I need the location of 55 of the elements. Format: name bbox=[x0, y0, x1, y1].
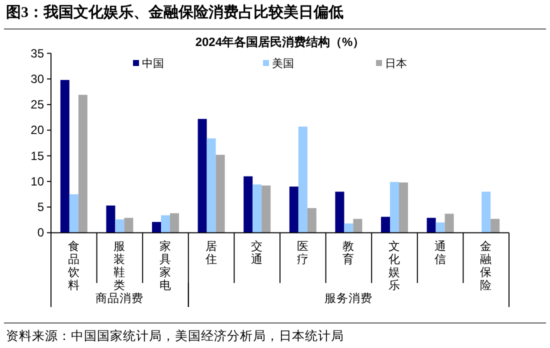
bar bbox=[353, 218, 362, 233]
text: 服务消费 bbox=[324, 292, 373, 305]
legend-label: 日本 bbox=[385, 57, 407, 70]
y-tick-label: 20 bbox=[30, 123, 44, 138]
x-tick-label: 教育 bbox=[342, 240, 355, 266]
bar bbox=[106, 206, 116, 233]
y-tick-label: 15 bbox=[30, 148, 44, 163]
bar bbox=[60, 80, 70, 233]
legend-label: 中国 bbox=[142, 57, 164, 70]
bar bbox=[307, 208, 316, 233]
y-tick-label: 35 bbox=[30, 46, 44, 60]
x-tick-label: 交通 bbox=[251, 239, 264, 266]
x-tick-label: 文化娱乐 bbox=[388, 239, 400, 292]
legend-label: 美国 bbox=[272, 57, 294, 70]
text: 资料来源：中国国家统计局，美国经济分析局，日本统计局 bbox=[6, 328, 344, 343]
bar bbox=[69, 194, 78, 233]
bar bbox=[262, 186, 271, 233]
bar bbox=[78, 94, 88, 233]
x-tick-label: 金融保险 bbox=[480, 240, 492, 292]
chart-title: 图3：我国文化娱乐、金融保险消费占比较美日偏低 bbox=[6, 3, 344, 21]
bar bbox=[289, 186, 298, 233]
bar bbox=[170, 213, 179, 233]
bar bbox=[124, 218, 134, 233]
bar bbox=[482, 192, 491, 233]
bar bbox=[390, 182, 399, 233]
bar bbox=[216, 154, 225, 233]
bar bbox=[381, 216, 390, 233]
x-tick-label: 居住 bbox=[204, 240, 218, 266]
y-tick-label: 5 bbox=[37, 200, 44, 214]
bar bbox=[115, 219, 124, 233]
bar bbox=[436, 222, 445, 233]
y-tick-label: 10 bbox=[30, 174, 44, 188]
y-tick-label: 25 bbox=[30, 98, 44, 112]
x-tick-label: 服装鞋类 bbox=[114, 240, 126, 292]
bar bbox=[444, 214, 454, 233]
x-tick-label: 食品饮料 bbox=[66, 240, 80, 292]
bar bbox=[198, 118, 207, 233]
bar bbox=[335, 192, 344, 233]
x-tick-label: 通信 bbox=[434, 240, 446, 266]
chart-subtitle: 2024年各国居民消费结构（%） bbox=[195, 35, 365, 49]
text: 商品消费 bbox=[96, 291, 144, 305]
bar bbox=[344, 223, 354, 233]
bar bbox=[298, 126, 308, 233]
bar bbox=[244, 176, 253, 233]
bar bbox=[206, 138, 216, 233]
y-tick-label: 0 bbox=[37, 226, 44, 240]
x-tick-label: 家具家电 bbox=[160, 239, 172, 292]
bar bbox=[152, 222, 161, 233]
x-tick-label: 医疗 bbox=[296, 240, 309, 266]
bar bbox=[490, 218, 500, 233]
bar bbox=[161, 215, 170, 233]
bar bbox=[252, 184, 262, 233]
y-tick-label: 30 bbox=[30, 72, 44, 86]
bar bbox=[426, 218, 436, 233]
bar bbox=[399, 182, 408, 233]
